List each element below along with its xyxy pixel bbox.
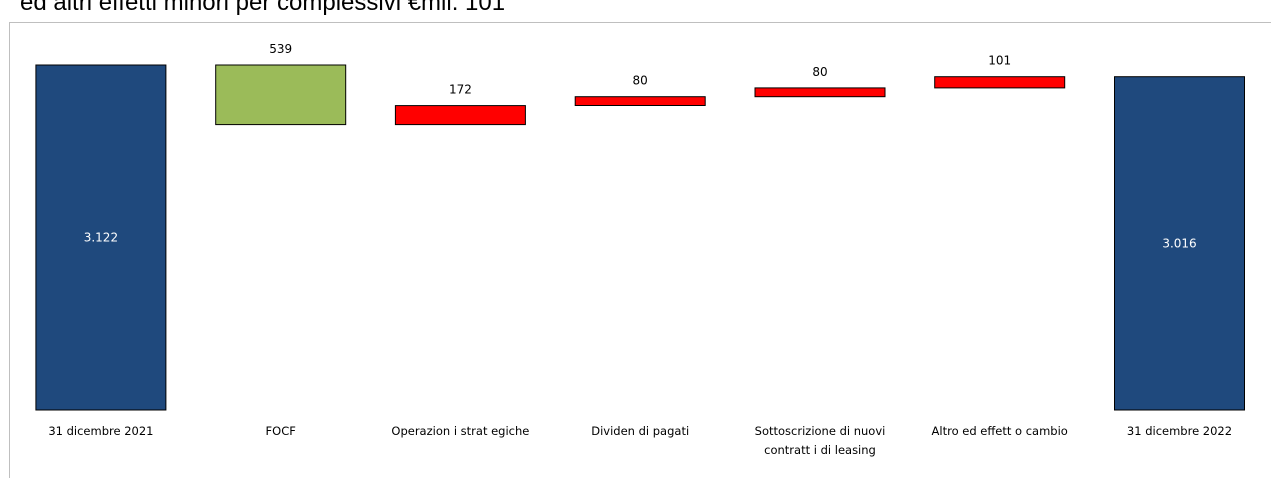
waterfall-chart: 3.122 31 dicembre 2021 539 FOCF 172 Operazion… bbox=[35, 42, 1245, 457]
category-label-1: 31 dicembre 2021 bbox=[48, 424, 153, 438]
data-label-7: 3.016 bbox=[1162, 236, 1196, 250]
data-label-2: 539 bbox=[269, 42, 292, 56]
waterfall-bar-1 bbox=[35, 64, 167, 411]
data-label-4: 80 bbox=[633, 74, 648, 88]
waterfall-bar-5 bbox=[754, 87, 886, 98]
category-label-5-line-1: Sottoscrizione di nuovi bbox=[755, 424, 886, 438]
waterfall-bar-6 bbox=[934, 76, 1066, 89]
category-label-2: FOCF bbox=[266, 424, 296, 438]
data-label-5: 80 bbox=[812, 65, 827, 79]
chart-frame: 3.122 31 dicembre 2021 539 FOCF 172 Operazion… bbox=[9, 22, 1271, 478]
waterfall-bar-4 bbox=[574, 96, 706, 106]
caption-text: ed altri effetti minori per complessivi … bbox=[20, 0, 506, 16]
waterfall-bar-7 bbox=[1114, 76, 1245, 411]
category-label-3: Operazion i strat egiche bbox=[391, 424, 529, 438]
category-label-7: 31 dicembre 2022 bbox=[1127, 424, 1232, 438]
category-label-4: Dividen di pagati bbox=[591, 424, 689, 438]
waterfall-bar-2 bbox=[215, 64, 347, 126]
data-label-3: 172 bbox=[449, 83, 472, 97]
category-label-6: Altro ed effett o cambio bbox=[932, 424, 1068, 438]
data-label-1: 3.122 bbox=[84, 231, 118, 245]
waterfall-bar-3 bbox=[394, 105, 526, 126]
data-label-6: 101 bbox=[988, 54, 1011, 68]
category-label-5-line-2: contratt i di leasing bbox=[764, 443, 876, 457]
